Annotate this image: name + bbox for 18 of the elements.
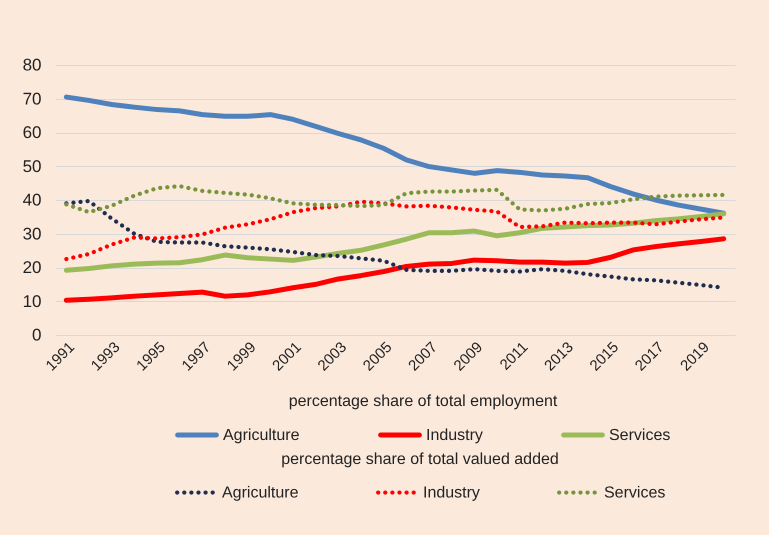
legend-label: Agriculture	[223, 427, 300, 444]
text: percentage share of total employment	[288, 393, 558, 410]
legend-label: Industry	[426, 427, 483, 444]
y-tick-label: 30	[22, 224, 42, 244]
y-tick-label: 20	[22, 258, 42, 277]
y-tick-label: 50	[22, 156, 42, 176]
legend-label: Agriculture	[222, 484, 299, 502]
y-tick-label: 10	[22, 292, 42, 311]
legend-label: Services	[609, 427, 670, 444]
legend-label: Industry	[423, 484, 480, 502]
y-tick-label: 70	[22, 89, 42, 108]
y-tick-label: 0	[32, 326, 42, 344]
y-tick-label: 40	[22, 190, 42, 210]
legend-label: Services	[604, 484, 666, 502]
text: percentage share of total valued added	[281, 451, 559, 468]
y-tick-label: 80	[22, 56, 42, 74]
line-series	[64, 184, 726, 214]
y-tick-label: 60	[22, 123, 42, 142]
